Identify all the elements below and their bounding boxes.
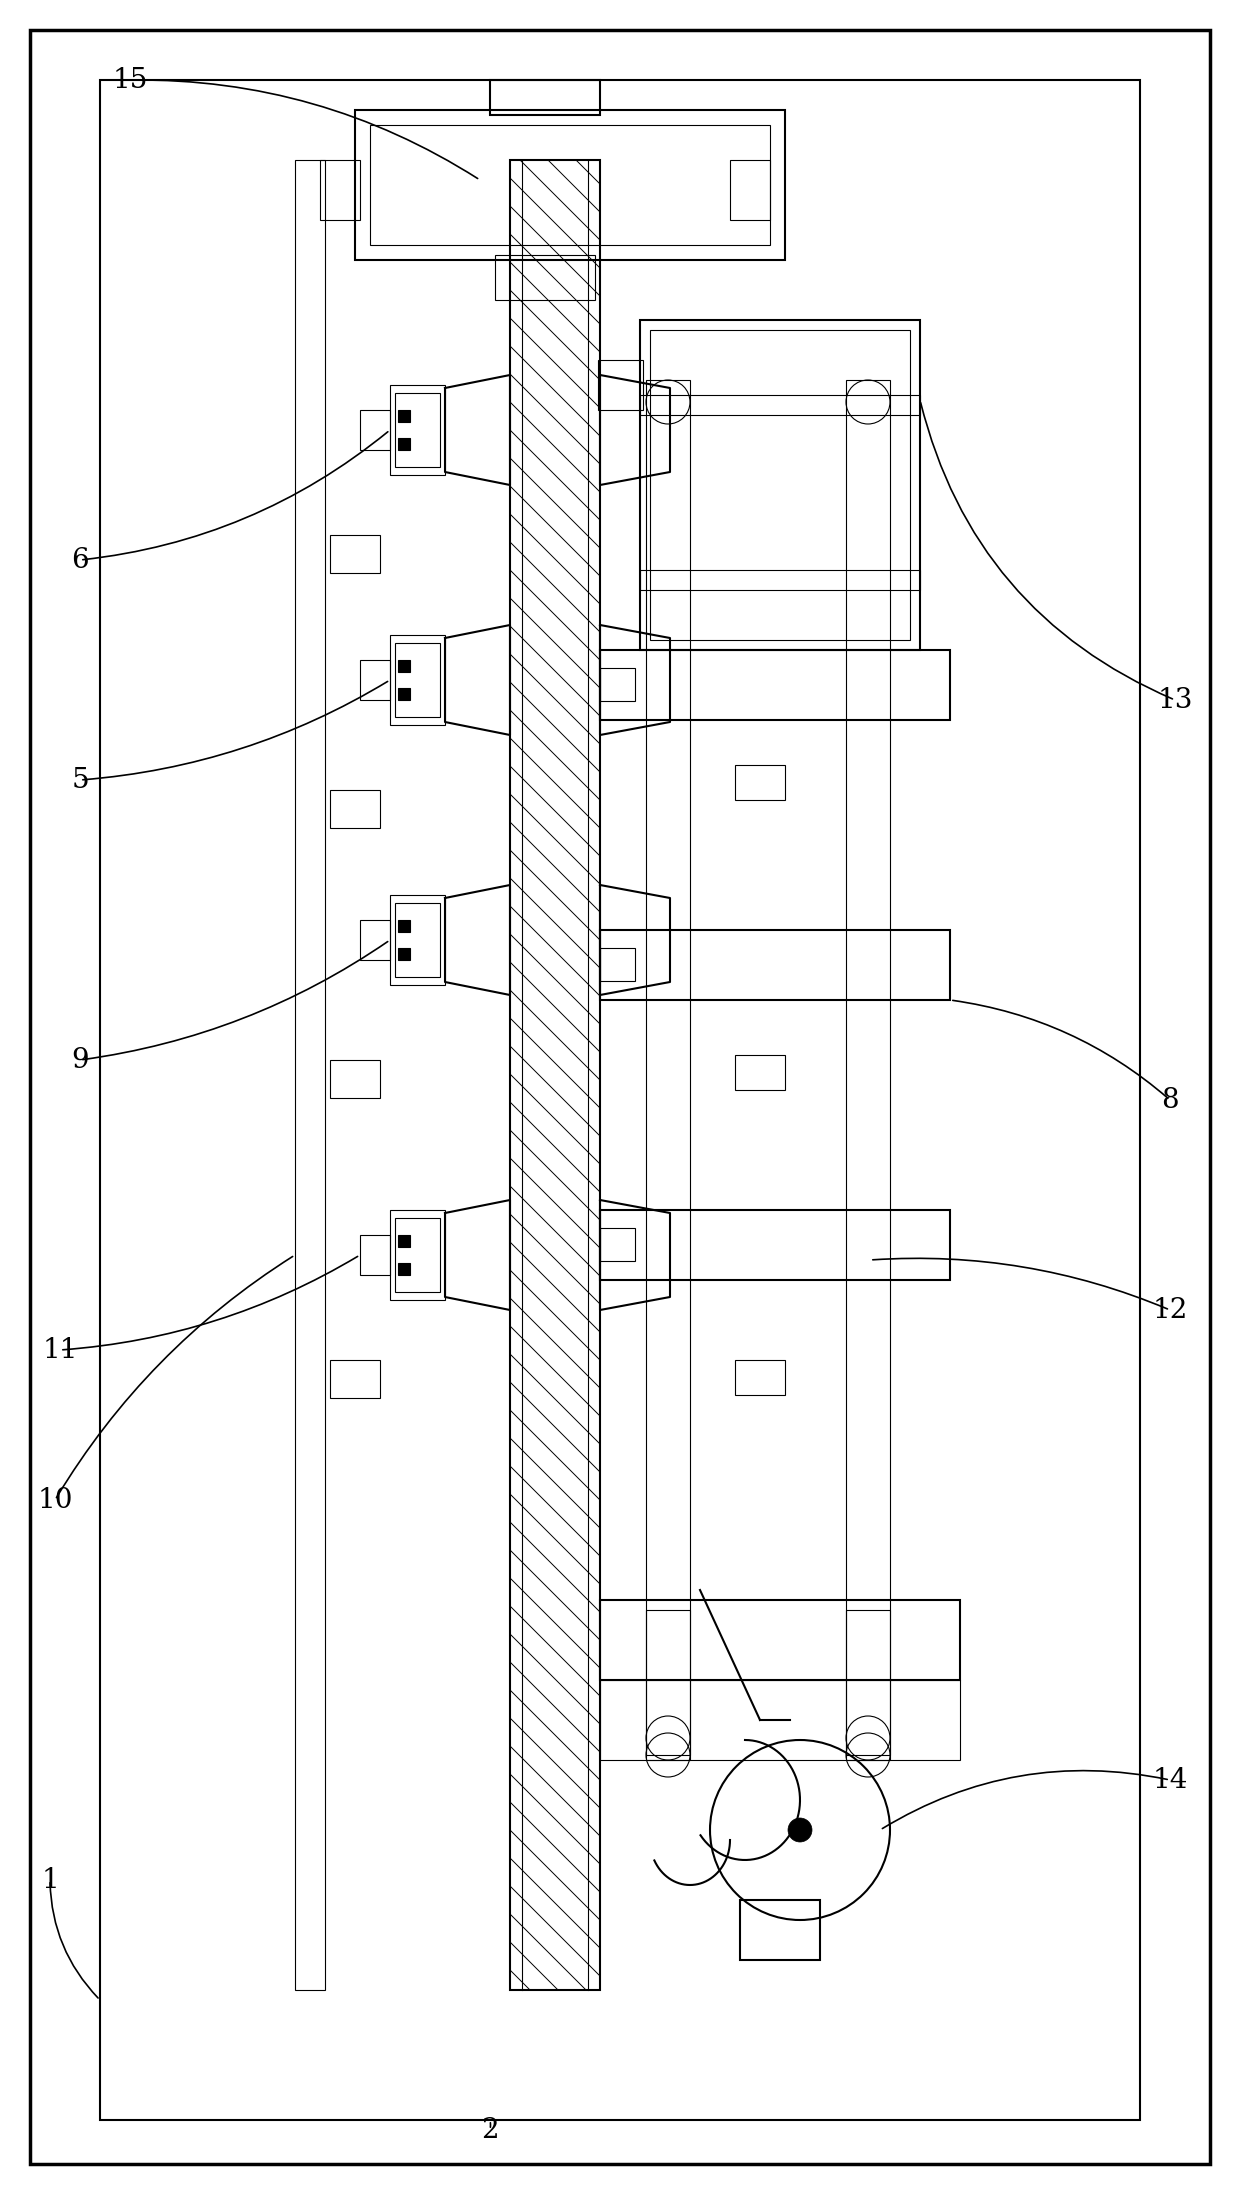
Bar [650,329,910,641]
Bar [360,660,391,700]
Bar [320,160,360,219]
Bar [398,410,410,421]
Bar [391,1211,445,1301]
Bar [396,1218,440,1292]
Bar [600,948,635,981]
Text: 8: 8 [1161,1086,1179,1115]
Bar [600,1599,960,1681]
Bar [396,643,440,717]
Bar [360,410,391,450]
Bar [370,125,770,246]
Bar [640,395,920,415]
Bar [600,930,950,1000]
Bar [360,1235,391,1275]
Text: 11: 11 [42,1336,78,1362]
Bar [495,255,595,301]
Bar [740,1900,820,1959]
Bar [398,1264,410,1275]
Text: 1: 1 [41,1867,58,1893]
Text: 13: 13 [1157,687,1193,713]
Bar [730,160,770,219]
Bar [330,790,379,827]
Bar [391,634,445,724]
Bar [735,766,785,801]
Bar [396,904,440,976]
Bar [355,110,785,261]
Bar [640,570,920,590]
Bar [646,380,689,1760]
Bar [600,1211,950,1279]
Bar [598,360,644,410]
Bar [640,320,920,649]
Bar [735,1055,785,1090]
Bar [330,1060,379,1097]
Bar [600,1681,960,1760]
Bar [295,160,325,1990]
Circle shape [787,1819,812,1843]
Bar [100,79,1140,2119]
Text: 9: 9 [71,1047,89,1073]
Text: 5: 5 [71,766,89,794]
Bar [600,649,950,720]
Bar [330,1360,379,1398]
Text: 15: 15 [113,66,148,94]
Text: 6: 6 [71,546,89,573]
Bar [398,1235,410,1246]
Bar [490,79,600,114]
Bar [398,660,410,671]
Bar [646,1610,689,1755]
Bar [600,667,635,702]
Bar [846,380,890,1760]
Bar [391,384,445,474]
Bar [398,439,410,450]
Text: 14: 14 [1152,1766,1188,1792]
Bar [846,1610,890,1755]
Bar [735,1360,785,1395]
Bar [396,393,440,467]
Text: 10: 10 [37,1488,73,1514]
Text: 2: 2 [481,2117,498,2144]
Bar [510,160,600,1990]
Bar [398,948,410,961]
Bar [330,535,379,573]
Bar [391,895,445,985]
Text: 12: 12 [1152,1297,1188,1323]
Bar [600,1229,635,1262]
Bar [398,919,410,932]
Bar [360,919,391,961]
Bar [398,689,410,700]
